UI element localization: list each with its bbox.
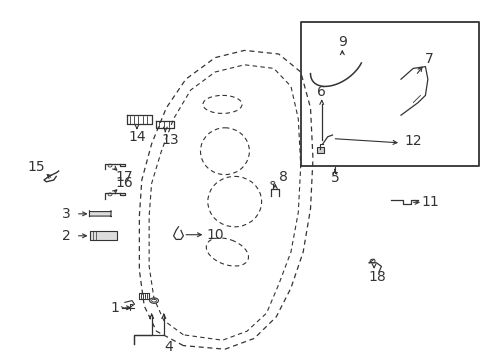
Bar [316, 147, 324, 153]
Bar [90, 231, 117, 240]
Text: 8: 8 [279, 171, 287, 184]
Text: 15: 15 [28, 161, 45, 174]
Text: 3: 3 [61, 207, 70, 221]
Text: 2: 2 [61, 229, 70, 243]
Text: 6: 6 [317, 85, 325, 99]
FancyBboxPatch shape [89, 211, 111, 217]
Text: 13: 13 [161, 133, 179, 147]
Text: 11: 11 [421, 195, 438, 209]
Text: 4: 4 [164, 341, 173, 354]
Text: 18: 18 [368, 270, 386, 284]
Text: 1: 1 [110, 301, 119, 315]
Text: 5: 5 [330, 171, 339, 185]
Text: 14: 14 [128, 130, 145, 144]
Text: 16: 16 [116, 176, 133, 190]
Text: 17: 17 [116, 170, 133, 184]
Text: 9: 9 [337, 36, 346, 49]
Text: 7: 7 [424, 53, 433, 66]
Text: 10: 10 [206, 228, 224, 242]
Text: 12: 12 [404, 135, 421, 148]
